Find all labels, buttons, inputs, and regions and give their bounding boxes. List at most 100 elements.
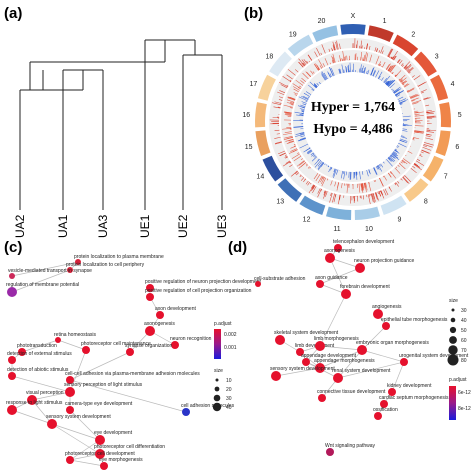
track-mark	[317, 158, 320, 161]
network-node-label: response to light stimulus	[6, 400, 63, 406]
network-node-label: Wnt signaling pathway	[325, 443, 376, 449]
legend-c-sizes: 10 20 30 40	[212, 378, 232, 412]
track-mark	[321, 177, 327, 187]
chromosome-label-11: 11	[333, 226, 340, 233]
chromosome-label-9: 9	[397, 216, 401, 223]
track-bg-0	[269, 38, 437, 206]
track-mark	[312, 185, 316, 190]
track-mark	[375, 192, 378, 197]
track-mark	[328, 48, 331, 52]
network-node-label: kidney development	[387, 383, 432, 389]
network-node-label: appendage development	[301, 353, 357, 359]
network-node-label: sensory perception of light stimulus	[64, 382, 143, 388]
leaf-ue3: UE3	[215, 214, 229, 238]
network-node-label: positive regulation of neuron projection…	[145, 279, 262, 285]
network-node	[146, 293, 154, 301]
track-mark	[323, 190, 327, 199]
track-mark	[376, 165, 380, 170]
leaf-ua2: UA2	[13, 214, 27, 238]
track-mark	[299, 137, 306, 140]
track-mark	[330, 192, 332, 197]
track-mark	[292, 149, 298, 153]
track-mark	[365, 53, 369, 62]
track-mark	[336, 169, 339, 175]
chromosome-band-17	[257, 74, 276, 101]
track-mark	[426, 111, 433, 113]
track-mark	[387, 157, 392, 162]
track-mark	[302, 95, 309, 100]
track-mark	[279, 81, 289, 88]
track-mark	[300, 109, 305, 111]
network-node-label: urogenital system development	[399, 353, 469, 359]
network-node	[75, 259, 81, 265]
track-mark	[300, 104, 306, 107]
track-mark	[400, 161, 403, 164]
track-mark	[278, 99, 283, 101]
track-mark	[398, 98, 407, 103]
track-mark	[335, 41, 338, 50]
track-mark	[386, 80, 391, 86]
track-mark	[404, 66, 407, 69]
network-d: telencephalon development axonogenesis neu…	[254, 239, 469, 456]
track-mark	[385, 80, 390, 85]
leaf-ua1: UA1	[56, 214, 70, 238]
panel-d: (d) telencephalon development axonogenesi…	[228, 239, 471, 456]
track-mark	[373, 167, 378, 175]
legend-d: p.adjust 6e-12 8e-12 size 30 40 50 60 70 80	[447, 298, 471, 420]
chromosome-band-3	[414, 51, 437, 77]
circos-center	[306, 75, 400, 169]
network-node-label: detection of external stimulus	[7, 351, 72, 357]
track-mark	[363, 67, 366, 74]
track-mark	[421, 149, 431, 154]
track-mark	[388, 172, 392, 178]
track-mark	[336, 40, 339, 50]
track-mark	[279, 90, 286, 94]
track-mark	[279, 152, 286, 157]
network-node	[9, 273, 15, 279]
track-mark	[397, 181, 400, 184]
track-mark	[293, 126, 304, 128]
network-node	[55, 337, 61, 343]
network-node	[18, 348, 26, 356]
track-mark	[317, 188, 321, 194]
track-mark	[286, 99, 295, 103]
track-mark	[402, 176, 410, 184]
track-mark	[342, 50, 345, 61]
track-mark	[401, 80, 407, 85]
track-mark	[384, 188, 389, 196]
track-mark	[422, 146, 432, 151]
track-mark	[420, 89, 427, 93]
track-mark	[406, 68, 410, 72]
track-mark	[326, 178, 329, 181]
track-mark	[403, 83, 409, 87]
chromosome-label-3: 3	[435, 53, 439, 60]
network-edge	[329, 257, 347, 295]
track-mark	[332, 41, 336, 51]
track-mark	[317, 162, 324, 171]
chromosome-band-5	[439, 102, 451, 128]
track-mark	[372, 70, 376, 77]
track-mark	[307, 54, 313, 61]
track-mark	[333, 44, 336, 51]
track-mark	[322, 63, 326, 67]
track-mark	[384, 75, 391, 84]
track-mark	[298, 138, 306, 142]
track-mark	[387, 48, 393, 57]
track-mark	[283, 111, 292, 114]
track-mark	[393, 151, 398, 155]
track-mark	[274, 129, 280, 131]
track-mark	[300, 177, 305, 181]
track-mark	[369, 54, 373, 63]
track-mark	[406, 90, 409, 92]
track-mark	[410, 94, 419, 99]
legend-c-size-dot	[213, 394, 221, 402]
track-mark	[303, 178, 307, 183]
track-mark	[317, 161, 324, 170]
track-mark	[289, 96, 296, 100]
track-mark	[423, 97, 429, 100]
track-mark	[317, 188, 322, 198]
track-mark	[414, 110, 418, 112]
track-mark	[400, 77, 407, 83]
track-mark	[386, 159, 393, 167]
track-mark	[289, 161, 291, 164]
